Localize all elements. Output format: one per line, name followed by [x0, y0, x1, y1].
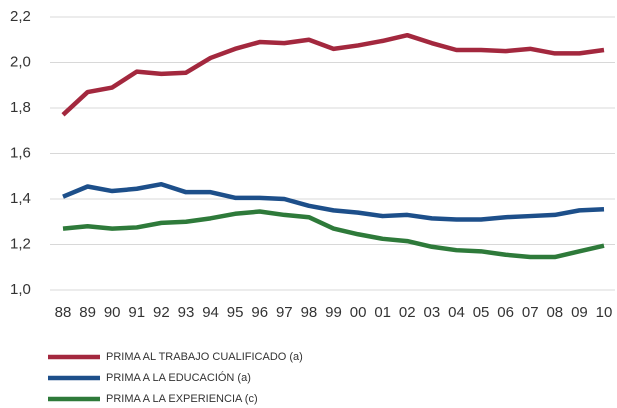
x-tick-label: 94: [202, 304, 219, 321]
legend-label: PRIMA A LA EDUCACIÓN (a): [106, 371, 251, 384]
series-line: [61, 32, 605, 117]
x-tick-label: 95: [227, 304, 244, 321]
x-tick-label: 88: [55, 304, 72, 321]
y-tick-label: 1,2: [10, 235, 31, 252]
legend-label: PRIMA AL TRABAJO CUALIFICADO (a): [106, 351, 303, 363]
y-tick-label: 1,4: [10, 190, 31, 207]
x-tick-label: 91: [128, 304, 145, 321]
x-tick-label: 89: [79, 304, 96, 321]
x-tick-label: 99: [325, 304, 342, 321]
x-tick-label: 09: [571, 304, 588, 321]
x-tick-label: 00: [350, 304, 367, 321]
x-tick-label: 93: [178, 304, 195, 321]
x-tick-label: 92: [153, 304, 170, 321]
y-tick-label: 2,2: [10, 8, 31, 25]
y-tick-label: 1,6: [10, 144, 31, 161]
x-tick-label: 07: [522, 304, 539, 321]
x-tick-label: 98: [301, 304, 318, 321]
x-tick-label: 90: [104, 304, 121, 321]
x-tick-label: 03: [424, 304, 441, 321]
x-tick-label: 05: [473, 304, 490, 321]
series-line: [62, 209, 605, 260]
x-tick-label: 96: [251, 304, 268, 321]
x-tick-label: 08: [546, 304, 563, 321]
x-tick-label: 04: [448, 304, 465, 321]
x-tick-label: 02: [399, 304, 416, 321]
y-tick-label: 1,8: [10, 99, 31, 116]
y-tick-label: 2,0: [10, 53, 31, 70]
x-tick-label: 06: [497, 304, 514, 321]
legend-label: PRIMA A LA EXPERIENCIA (c): [106, 393, 258, 405]
series-line: [62, 181, 605, 222]
y-tick-label: 1,0: [10, 281, 31, 298]
x-tick-label: 97: [276, 304, 293, 321]
x-tick-label: 10: [596, 304, 613, 321]
x-tick-label: 01: [374, 304, 391, 321]
